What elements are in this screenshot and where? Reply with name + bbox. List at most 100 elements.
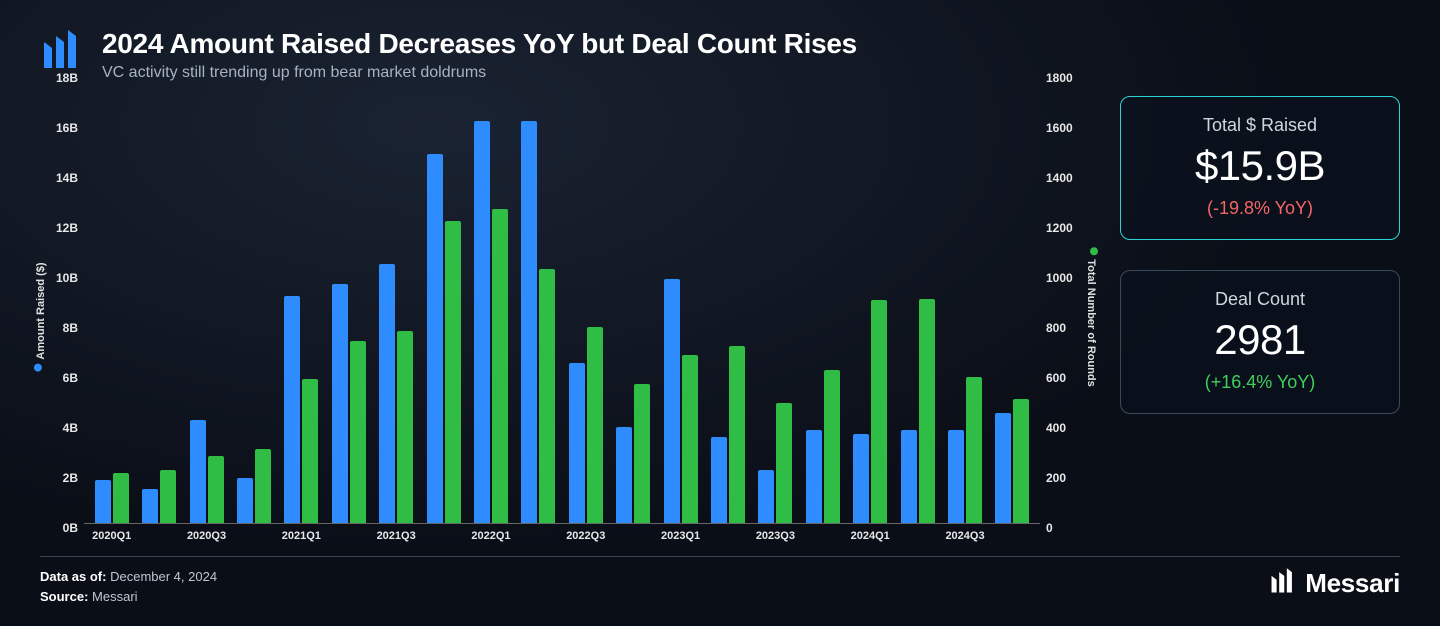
- x-tick-label: [325, 530, 372, 542]
- stat-label: Deal Count: [1141, 289, 1379, 310]
- y-tick-left: 8B: [63, 321, 78, 335]
- bar-deal-count: [255, 449, 271, 523]
- footer-data-as-of: December 4, 2024: [110, 569, 217, 584]
- bar-deal-count: [1013, 399, 1029, 524]
- footer-source: Messari: [92, 589, 138, 604]
- bar-group: [989, 92, 1036, 523]
- bar-group: [230, 92, 277, 523]
- bar-group: [420, 92, 467, 523]
- bar-amount-raised: [901, 430, 917, 523]
- y-tick-left: 10B: [56, 271, 78, 285]
- page-title: 2024 Amount Raised Decreases YoY but Dea…: [102, 28, 857, 60]
- y-tick-right: 1400: [1046, 171, 1073, 185]
- x-tick-label: 2021Q1: [278, 530, 325, 542]
- bar-group: [88, 92, 135, 523]
- bar-deal-count: [208, 456, 224, 523]
- bar-amount-raised: [379, 264, 395, 523]
- bar-group: [183, 92, 230, 523]
- bar-amount-raised: [711, 437, 727, 523]
- stat-value: 2981: [1141, 316, 1379, 364]
- bar-deal-count: [445, 221, 461, 523]
- bar-group: [135, 92, 182, 523]
- bar-deal-count: [302, 379, 318, 523]
- bar-group: [894, 92, 941, 523]
- y-axis-left: Amount Raised ($) 0B2B4B6B8B10B12B14B16B…: [40, 92, 84, 542]
- bar-deal-count: [634, 384, 650, 523]
- bar-deal-count: [113, 473, 129, 523]
- messari-logo-icon: [1269, 567, 1297, 600]
- y-tick-right: 800: [1046, 321, 1066, 335]
- bar-deal-count: [160, 470, 176, 523]
- x-tick-label: [420, 530, 467, 542]
- bar-group: [278, 92, 325, 523]
- x-tick-label: [989, 530, 1036, 542]
- bar-deal-count: [919, 299, 935, 523]
- bar-amount-raised: [948, 430, 964, 523]
- x-tick-label: [799, 530, 846, 542]
- bar-group: [325, 92, 372, 523]
- bar-group: [467, 92, 514, 523]
- y-tick-right: 1600: [1046, 121, 1073, 135]
- bar-deal-count: [397, 331, 413, 523]
- y-tick-left: 2B: [63, 471, 78, 485]
- header: 2024 Amount Raised Decreases YoY but Dea…: [40, 28, 1400, 82]
- bar-amount-raised: [142, 489, 158, 523]
- bar-group: [752, 92, 799, 523]
- bar-deal-count: [776, 403, 792, 523]
- bar-amount-raised: [521, 121, 537, 523]
- bar-group: [847, 92, 894, 523]
- bar-deal-count: [587, 327, 603, 523]
- bar-deal-count: [350, 341, 366, 523]
- x-tick-label: [135, 530, 182, 542]
- bar-amount-raised: [806, 430, 822, 523]
- y-tick-right: 400: [1046, 421, 1066, 435]
- x-tick-label: 2020Q1: [88, 530, 135, 542]
- bar-amount-raised: [616, 427, 632, 523]
- bar-group: [704, 92, 751, 523]
- x-tick-label: 2021Q3: [372, 530, 419, 542]
- y-tick-left: 4B: [63, 421, 78, 435]
- x-tick-label: [894, 530, 941, 542]
- x-tick-label: 2022Q1: [467, 530, 514, 542]
- x-tick-label: 2024Q1: [847, 530, 894, 542]
- y-axis-left-label: Amount Raised ($): [34, 262, 47, 371]
- x-tick-label: [515, 530, 562, 542]
- bar-amount-raised: [758, 470, 774, 523]
- x-tick-label: [230, 530, 277, 542]
- bar-group: [609, 92, 656, 523]
- y-tick-right: 1000: [1046, 271, 1073, 285]
- y-tick-right: 0: [1046, 521, 1053, 535]
- y-tick-left: 0B: [63, 521, 78, 535]
- y-tick-right: 200: [1046, 471, 1066, 485]
- y-tick-right: 600: [1046, 371, 1066, 385]
- x-tick-label: [704, 530, 751, 542]
- messari-logo-icon: [40, 28, 84, 72]
- bar-amount-raised: [664, 279, 680, 523]
- x-tick-label: 2023Q1: [657, 530, 704, 542]
- bar-amount-raised: [237, 478, 253, 523]
- y-tick-right: 1200: [1046, 221, 1073, 235]
- bar-group: [941, 92, 988, 523]
- bar-amount-raised: [95, 480, 111, 523]
- stat-card-deals: Deal Count 2981 (+16.4% YoY): [1120, 270, 1400, 414]
- stat-delta: (+16.4% YoY): [1141, 372, 1379, 393]
- bar-amount-raised: [284, 296, 300, 523]
- x-axis: 2020Q12020Q32021Q12021Q32022Q12022Q32023…: [84, 530, 1040, 542]
- bar-amount-raised: [853, 434, 869, 523]
- x-tick-label: [609, 530, 656, 542]
- bar-amount-raised: [995, 413, 1011, 523]
- y-tick-left: 16B: [56, 121, 78, 135]
- bar-deal-count: [492, 209, 508, 523]
- bar-deal-count: [824, 370, 840, 523]
- bar-amount-raised: [474, 121, 490, 523]
- stat-value: $15.9B: [1141, 142, 1379, 190]
- stat-card-raised: Total $ Raised $15.9B (-19.8% YoY): [1120, 96, 1400, 240]
- footer-data-as-of-label: Data as of:: [40, 569, 106, 584]
- x-tick-label: 2020Q3: [183, 530, 230, 542]
- footer-brand: Messari: [1305, 568, 1400, 599]
- stat-label: Total $ Raised: [1141, 115, 1379, 136]
- bar-group: [372, 92, 419, 523]
- y-axis-right: Total Number of Rounds 02004006008001000…: [1040, 92, 1090, 542]
- x-tick-label: 2023Q3: [752, 530, 799, 542]
- bar-group: [657, 92, 704, 523]
